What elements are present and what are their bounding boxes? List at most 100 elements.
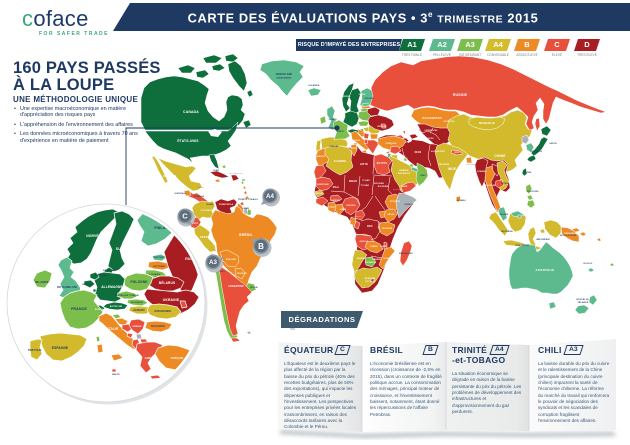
svg-text:BOLIVIE: BOLIVIE (226, 259, 236, 261)
svg-text:VIETNAM: VIETNAM (501, 182, 510, 185)
svg-text:TIMOR ORIENTAL: TIMOR ORIENTAL (515, 244, 529, 247)
svg-text:FINLANDE: FINLANDE (154, 226, 174, 230)
svg-text:SRI LANKA: SRI LANKA (456, 199, 465, 202)
svg-text:TANZANIE: TANZANIE (382, 227, 393, 230)
svg-text:SLOVAQUIE: SLOVAQUIE (131, 301, 144, 304)
svg-text:UKRAINE: UKRAINE (163, 298, 180, 302)
svg-text:CAMEROUN: CAMEROUN (353, 215, 362, 218)
svg-text:TURKMÉNISTAN: TURKMÉNISTAN (420, 137, 433, 140)
svg-text:TAIWAN: TAIWAN (525, 171, 532, 174)
svg-text:THAÏLANDE: THAÏLANDE (484, 184, 495, 187)
svg-text:PANAMA: PANAMA (206, 203, 213, 206)
svg-text:ANGOLA: ANGOLA (360, 240, 369, 243)
svg-text:TCHAD: TCHAD (362, 179, 370, 182)
svg-text:MAROC: MAROC (317, 155, 326, 158)
svg-text:MALTE: MALTE (112, 373, 120, 376)
svg-text:NÉPAL: NÉPAL (454, 151, 459, 154)
svg-text:BÉLARUS: BÉLARUS (159, 280, 175, 285)
svg-text:MAURITANIE: MAURITANIE (317, 183, 329, 186)
svg-text:ÉQUATEUR: ÉQUATEUR (188, 222, 199, 225)
svg-text:BOTSWANA: BOTSWANA (365, 261, 376, 264)
svg-text:TRINITÉ-TOBAGO: TRINITÉ-TOBAGO (238, 198, 258, 201)
svg-text:CUBA: CUBA (213, 169, 219, 172)
svg-text:MEXIQUE: MEXIQUE (163, 174, 176, 178)
svg-text:RDC: RDC (367, 218, 370, 220)
svg-text:SERBIE: SERBIE (132, 326, 141, 328)
svg-text:ESTONIE: ESTONIE (154, 257, 164, 259)
svg-text:IRAK: IRAK (400, 155, 406, 158)
svg-text:PAKISTAN: PAKISTAN (439, 163, 450, 166)
svg-text:PÉROU: PÉROU (200, 236, 210, 239)
svg-text:AFGHANISTAN: AFGHANISTAN (431, 150, 445, 153)
svg-text:ESPAGNE: ESPAGNE (52, 346, 68, 350)
svg-text:SOMALIE: SOMALIE (404, 203, 414, 206)
svg-text:HAÏTI: HAÏTI (223, 175, 228, 178)
svg-text:INDONÉSIE: INDONÉSIE (501, 230, 513, 233)
svg-text:MADAGASCAR: MADAGASCAR (399, 252, 413, 255)
svg-text:NOUVELLE-: NOUVELLE- (576, 299, 589, 301)
svg-text:BULGARIE: BULGARIE (151, 325, 165, 328)
svg-text:RUSSIE: RUSSIE (453, 93, 468, 97)
svg-text:AUTRICHE: AUTRICHE (110, 305, 123, 308)
svg-text:FRANCE: FRANCE (71, 307, 87, 311)
svg-text:BRÉSIL: BRÉSIL (239, 232, 253, 237)
svg-text:GRÈCE: GRÈCE (145, 355, 156, 360)
svg-text:KENYA: KENYA (387, 213, 395, 216)
svg-text:BANGLADESH: BANGLADESH (466, 163, 476, 166)
svg-text:CHINE: CHINE (494, 154, 506, 158)
svg-text:GUATEMALA: GUATEMALA (174, 192, 186, 195)
svg-text:ARGENTINE: ARGENTINE (228, 285, 244, 288)
svg-text:MYANMAR: MYANMAR (477, 170, 487, 173)
svg-text:ÉRYTHRÉE: ÉRYTHRÉE (393, 188, 401, 191)
svg-text:VENEZUELA: VENEZUELA (219, 203, 234, 206)
svg-text:PARAGUAY: PARAGUAY (237, 272, 247, 275)
svg-text:PAYS-BAS: PAYS-BAS (95, 274, 107, 277)
svg-text:CHILI: CHILI (219, 271, 225, 273)
svg-text:B: B (258, 242, 264, 251)
svg-text:SOUDAN: SOUDAN (374, 182, 384, 185)
svg-text:KIRGHIZSTAN: KIRGHIZSTAN (444, 120, 455, 123)
svg-text:ITALIE: ITALIE (108, 327, 119, 331)
svg-text:JAPON: JAPON (549, 142, 557, 145)
svg-text:NIGERIA: NIGERIA (346, 204, 356, 207)
svg-text:GHANA: GHANA (340, 208, 346, 211)
svg-text:AFRIQUE: AFRIQUE (365, 277, 376, 280)
svg-text:HONGRIE: HONGRIE (133, 310, 145, 312)
svg-text:CANADA: CANADA (183, 110, 199, 114)
svg-text:CÔTE D'IVOIRE: CÔTE D'IVOIRE (326, 205, 337, 208)
svg-text:ZAMBIE: ZAMBIE (381, 245, 388, 248)
svg-text:NORVÈGE: NORVÈGE (86, 233, 104, 238)
svg-text:GUYANE: GUYANE (243, 207, 250, 210)
svg-text:ÉTATS-UNIS: ÉTATS-UNIS (177, 138, 199, 143)
svg-text:ZÉLANDE: ZÉLANDE (578, 301, 589, 304)
svg-text:A3: A3 (209, 259, 217, 266)
svg-text:TUNISIE: TUNISIE (350, 148, 357, 150)
svg-text:OMAN: OMAN (420, 174, 425, 177)
svg-text:IRAN: IRAN (415, 151, 422, 154)
svg-text:BELGIQUE: BELGIQUE (82, 284, 94, 286)
svg-text:AUSTRALIE: AUSTRALIE (536, 268, 555, 272)
svg-text:ÉGYPTE: ÉGYPTE (377, 162, 388, 165)
svg-text:ALGÉRIE: ALGÉRIE (334, 160, 347, 163)
svg-text:BURKINA: BURKINA (332, 199, 341, 202)
svg-text:A4: A4 (266, 193, 274, 200)
svg-text:YÉMEN: YÉMEN (401, 185, 408, 188)
svg-text:PHILIPPINES: PHILIPPINES (527, 191, 539, 193)
svg-text:ISLANDE: ISLANDE (308, 84, 319, 87)
svg-text:(DANEMARK): (DANEMARK) (277, 77, 292, 80)
svg-text:CÔTE: CÔTE (330, 206, 335, 209)
svg-text:ALLEMAGNE: ALLEMAGNE (101, 285, 123, 289)
svg-text:IRLANDE: IRLANDE (35, 280, 48, 284)
svg-text:SÉNÉGAL: SÉNÉGAL (315, 192, 324, 195)
svg-text:NAMIBIE: NAMIBIE (357, 257, 365, 260)
svg-text:PORTUGAL: PORTUGAL (28, 349, 43, 352)
svg-text:ZIMBABWE: ZIMBABWE (372, 258, 381, 261)
svg-text:BELIZE: BELIZE (198, 187, 203, 189)
svg-text:ARABIE: ARABIE (399, 169, 409, 172)
svg-text:FINLANDE: FINLANDE (364, 97, 373, 100)
svg-text:LITUANIE: LITUANIE (149, 273, 161, 276)
svg-text:MALI: MALI (333, 186, 340, 189)
svg-text:OUZBÉKISTAN: OUZBÉKISTAN (425, 129, 438, 132)
svg-text:SUÈDE: SUÈDE (359, 93, 366, 96)
svg-text:INDE: INDE (448, 167, 456, 171)
